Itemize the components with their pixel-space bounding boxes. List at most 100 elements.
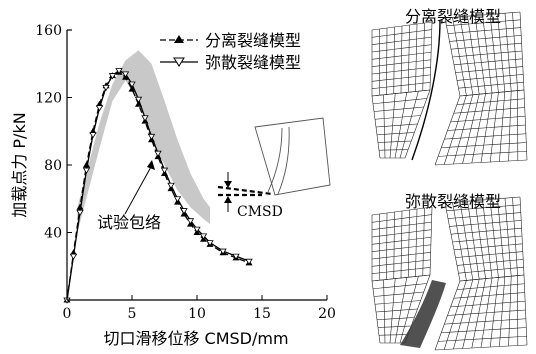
mesh-line xyxy=(371,252,431,260)
series-1-point-11 xyxy=(134,96,143,103)
mesh-line xyxy=(371,51,432,60)
series-1-point-12 xyxy=(141,115,149,122)
mesh-line xyxy=(458,81,524,89)
mesh-line xyxy=(386,27,388,95)
mesh-line xyxy=(407,209,410,278)
series-1-point-20 xyxy=(193,226,201,233)
mesh-line xyxy=(386,212,388,280)
legend-marker-1 xyxy=(174,35,184,43)
mesh-line xyxy=(450,227,522,235)
mesh-line xyxy=(374,115,421,120)
mesh-title-1: 分离裂缝模型 xyxy=(405,7,501,26)
series-1-point-4 xyxy=(89,132,97,139)
mesh-line xyxy=(373,106,424,112)
mesh-line xyxy=(371,267,431,274)
mesh-panel-smeared-crack xyxy=(371,196,528,351)
mesh-line xyxy=(438,335,527,342)
mesh-line xyxy=(456,74,524,81)
mesh-line xyxy=(371,236,432,245)
mesh-line xyxy=(400,25,403,94)
mesh-line xyxy=(444,11,521,19)
mesh-line xyxy=(371,244,431,252)
series-1-point-16 xyxy=(167,182,175,190)
series-1-point-21 xyxy=(199,233,208,240)
series-1-point-10 xyxy=(128,81,136,88)
mesh-line xyxy=(378,334,409,336)
mesh-line xyxy=(376,132,415,136)
mesh-line xyxy=(372,283,427,290)
mesh-line xyxy=(453,243,523,251)
mesh-line xyxy=(455,66,523,73)
mesh-line xyxy=(452,50,523,58)
mesh-line xyxy=(434,344,528,351)
mesh-line xyxy=(415,23,418,92)
y-tick-label-2: 120 xyxy=(35,91,62,107)
mesh-line xyxy=(453,107,525,114)
mesh-line xyxy=(458,266,524,274)
smeared-crack-band xyxy=(400,280,446,348)
x-tick-label-0: 0 xyxy=(63,306,72,322)
mesh-line xyxy=(429,21,433,91)
series-1-point-24 xyxy=(232,253,240,260)
series-1-point-2 xyxy=(76,209,84,217)
x-tick-label-2: 10 xyxy=(188,306,206,322)
mesh-line xyxy=(372,98,427,105)
mesh-line xyxy=(446,19,521,27)
test-envelope-band xyxy=(77,50,211,233)
series-0-point-3 xyxy=(83,161,90,168)
y-tick-label-0: 40 xyxy=(44,226,62,242)
mesh-line xyxy=(456,98,525,105)
mesh-line xyxy=(456,259,524,266)
x-tick-label-1: 5 xyxy=(128,306,137,322)
x-tick-label-4: 20 xyxy=(318,306,336,322)
legend-label-1: 分离裂缝模型 xyxy=(205,31,301,50)
mesh-line xyxy=(455,251,523,258)
mesh-line xyxy=(452,235,523,243)
x-tick-label-3: 15 xyxy=(253,306,271,322)
mesh-line xyxy=(375,308,418,313)
mesh-line xyxy=(371,74,431,82)
mesh-line xyxy=(371,259,431,267)
series-0-point-2 xyxy=(76,203,84,210)
legend: 分离裂缝模型 弥散裂缝模型 xyxy=(160,31,301,72)
mesh-line xyxy=(459,89,525,97)
mesh-line xyxy=(456,283,525,290)
mesh-line xyxy=(371,67,431,75)
mesh-line xyxy=(407,24,410,93)
y-axis-label: 加载点力 P/kN xyxy=(10,112,29,217)
mesh-line xyxy=(375,123,418,128)
series-1-point-1 xyxy=(69,253,78,260)
series-1-point-9 xyxy=(121,71,130,78)
mesh-line xyxy=(371,44,432,53)
mesh-line xyxy=(447,309,526,316)
mesh-line xyxy=(459,274,525,282)
envelope-pointer xyxy=(124,164,153,215)
inset-specimen: CMSD xyxy=(217,117,331,220)
series-1-point-3 xyxy=(82,167,91,174)
mesh-line xyxy=(441,327,527,334)
mesh-line xyxy=(444,133,526,140)
mesh-line xyxy=(434,159,528,166)
inset-cmsd-label: CMSD xyxy=(237,204,283,220)
mesh-line xyxy=(371,229,432,238)
mesh-line xyxy=(453,292,525,299)
legend-marker-2 xyxy=(173,57,185,67)
mesh-line xyxy=(449,220,522,227)
y-tick-label-1: 80 xyxy=(44,158,62,174)
mesh-line xyxy=(444,196,521,204)
envelope-arrowhead xyxy=(147,160,155,170)
mesh-line xyxy=(441,142,527,149)
mesh-panel-discrete-crack xyxy=(371,11,528,166)
mesh-line xyxy=(449,35,522,42)
series-1-point-18 xyxy=(180,208,188,215)
mesh-line xyxy=(371,59,431,67)
mesh-line xyxy=(373,291,424,297)
mesh-line xyxy=(371,214,432,223)
mesh-line xyxy=(400,210,403,279)
mesh-line xyxy=(378,149,409,151)
mesh-line xyxy=(377,140,412,143)
series-1-point-8 xyxy=(115,68,123,75)
mesh-line xyxy=(438,150,527,157)
series-1-point-6 xyxy=(102,84,110,92)
